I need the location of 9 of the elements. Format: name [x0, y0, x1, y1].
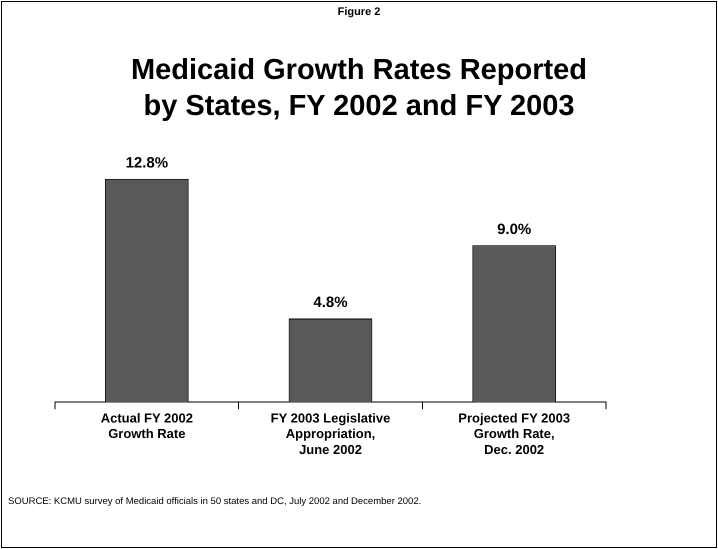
x-tick-label: FY 2003 Legislative Appropriation, June 2002: [270, 410, 390, 457]
x-tick-label: Projected FY 2003 Growth Rate, Dec. 2002: [458, 410, 570, 457]
data-label: 12.8%: [126, 154, 168, 172]
caption: Figure 2: [336, 6, 382, 18]
chart-title: Medicaid Growth Rates Reported by States, FY 2002 and FY 2003: [130, 53, 588, 124]
x-tick-label: Actual FY 2002 Growth Rate: [100, 410, 193, 442]
data-label: 4.8%: [313, 294, 348, 312]
data-label: 9.0%: [497, 220, 532, 238]
source-note: SOURCE: KCMU survey of Medicaid officials in 50 states and DC, July 2002 and December 2002.: [8, 496, 422, 508]
